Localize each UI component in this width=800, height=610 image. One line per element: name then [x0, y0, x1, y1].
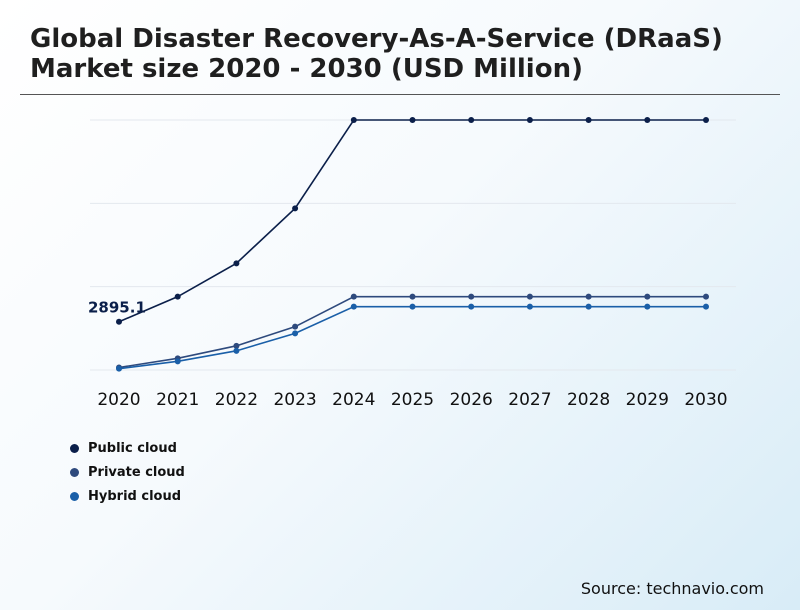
data-point — [292, 330, 299, 337]
series-lines — [118, 119, 706, 370]
x-tick-label: 2021 — [156, 390, 199, 410]
data-point — [409, 117, 416, 123]
data-point — [468, 293, 475, 300]
legend-dot-icon — [70, 491, 79, 501]
data-point — [350, 293, 357, 300]
legend-label: Hybrid cloud — [88, 488, 182, 504]
data-point — [526, 117, 533, 123]
source-credit: Source: technavio.com — [580, 579, 764, 598]
legend-item-hybrid-cloud: Hybrid cloud — [70, 484, 185, 508]
data-point — [350, 303, 357, 310]
x-tick-label: 2025 — [391, 390, 434, 410]
annotations: 2895.1 — [88, 299, 146, 317]
data-point — [703, 117, 709, 123]
data-point — [409, 293, 416, 300]
x-tick-label: 2030 — [684, 390, 727, 410]
data-point — [644, 303, 651, 310]
data-point — [585, 293, 592, 300]
x-tick-label: 2026 — [450, 390, 493, 410]
data-point — [174, 293, 181, 300]
data-label: 2895.1 — [88, 299, 146, 317]
data-point — [644, 293, 651, 300]
legend-dot-icon — [70, 467, 79, 477]
gridlines — [90, 119, 736, 371]
chart-title: Global Disaster Recovery-As-A-Service (D… — [30, 24, 723, 84]
data-point — [292, 323, 299, 330]
series-line-hybrid-cloud — [118, 305, 706, 370]
data-point — [703, 303, 709, 310]
legend-item-public-cloud: Public cloud — [70, 436, 185, 460]
data-point — [116, 318, 122, 325]
data-point — [292, 205, 299, 212]
legend-dot-icon — [70, 443, 79, 453]
x-tick-label: 2023 — [273, 390, 316, 410]
x-tick-label: 2020 — [97, 390, 140, 410]
data-point — [703, 293, 709, 300]
title-divider — [20, 94, 780, 95]
data-point — [233, 347, 240, 354]
data-point — [526, 293, 533, 300]
series-line-public-cloud — [118, 119, 706, 323]
data-point — [409, 303, 416, 310]
data-point — [116, 365, 122, 372]
x-tick-label: 2024 — [332, 390, 375, 410]
x-tick-label: 2027 — [508, 390, 551, 410]
data-point — [526, 303, 533, 310]
x-tick-label: 2029 — [626, 390, 669, 410]
legend: Public cloud Private cloud Hybrid cloud — [70, 436, 185, 508]
x-tick-label: 2028 — [567, 390, 610, 410]
data-point — [233, 260, 240, 267]
data-point — [644, 117, 651, 123]
data-point — [468, 303, 475, 310]
data-point — [468, 117, 475, 123]
x-axis-ticks: 2020 2021 2022 2023 2024 2025 2026 2027 2028 2029… — [97, 390, 727, 410]
legend-label: Private cloud — [88, 464, 185, 480]
data-point — [233, 342, 240, 349]
legend-label: Public cloud — [88, 440, 177, 456]
legend-item-private-cloud: Private cloud — [70, 460, 185, 484]
data-point — [350, 117, 357, 123]
x-tick-label: 2022 — [215, 390, 258, 410]
data-point — [585, 303, 592, 310]
data-point — [174, 358, 181, 365]
series-points — [116, 117, 709, 372]
data-point — [585, 117, 592, 123]
